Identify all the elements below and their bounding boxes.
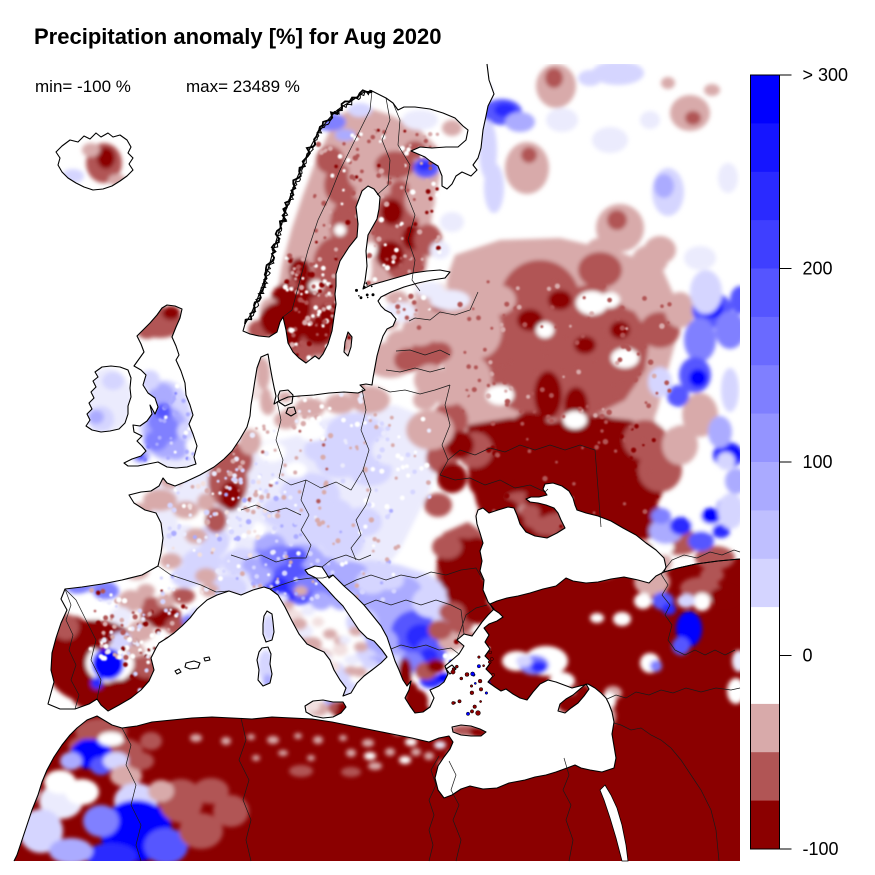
svg-text:200: 200	[803, 259, 833, 279]
svg-text:-100: -100	[803, 839, 839, 859]
svg-text:> 300: > 300	[803, 65, 849, 85]
svg-text:0: 0	[803, 646, 813, 666]
svg-text:100: 100	[803, 452, 833, 472]
